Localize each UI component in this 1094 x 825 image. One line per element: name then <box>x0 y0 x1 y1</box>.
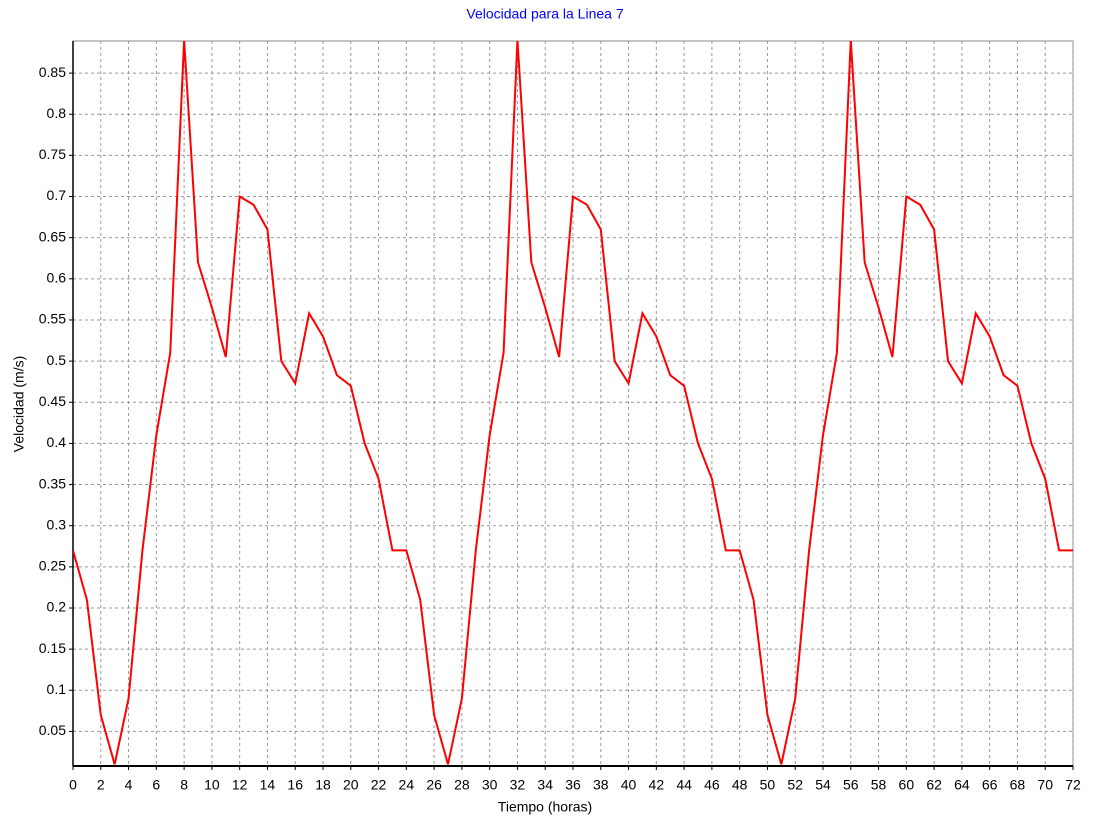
y-tick-label: 0.6 <box>47 270 67 286</box>
y-tick-label: 0.35 <box>39 475 66 491</box>
x-tick-label: 6 <box>152 777 160 793</box>
x-tick-label: 16 <box>287 777 303 793</box>
x-tick-label: 4 <box>125 777 133 793</box>
x-tick-label: 72 <box>1065 777 1081 793</box>
y-tick-label: 0.4 <box>47 434 67 450</box>
x-tick-label: 62 <box>926 777 942 793</box>
x-tick-label: 14 <box>260 777 276 793</box>
x-tick-label: 18 <box>315 777 331 793</box>
y-tick-label: 0.75 <box>39 146 66 162</box>
x-tick-label: 68 <box>1010 777 1026 793</box>
y-tick-label: 0.45 <box>39 393 66 409</box>
x-tick-label: 58 <box>871 777 887 793</box>
x-tick-label: 30 <box>482 777 498 793</box>
x-tick-label: 52 <box>787 777 803 793</box>
y-tick-label: 0.2 <box>47 599 67 615</box>
data-line <box>73 41 1073 765</box>
x-axis-label: Tiempo (horas) <box>498 799 592 815</box>
x-tick-label: 44 <box>676 777 692 793</box>
x-tick-label: 26 <box>426 777 442 793</box>
y-tick-label: 0.25 <box>39 558 66 574</box>
y-tick-label: 0.1 <box>47 681 67 697</box>
x-tick-label: 40 <box>621 777 637 793</box>
x-tick-label: 60 <box>899 777 915 793</box>
y-tick-label: 0.55 <box>39 311 66 327</box>
y-tick-label: 0.7 <box>47 187 67 203</box>
x-tick-label: 8 <box>180 777 188 793</box>
y-tick-label: 0.15 <box>39 640 66 656</box>
x-tick-label: 10 <box>204 777 220 793</box>
x-tick-label: 28 <box>454 777 470 793</box>
x-tick-label: 48 <box>732 777 748 793</box>
y-tick-label: 0.5 <box>47 352 67 368</box>
x-tick-label: 22 <box>371 777 387 793</box>
x-tick-label: 32 <box>510 777 526 793</box>
x-tick-label: 24 <box>399 777 415 793</box>
y-tick-label: 0.8 <box>47 105 67 121</box>
x-tick-label: 12 <box>232 777 248 793</box>
x-tick-label: 0 <box>69 777 77 793</box>
chart-title: Velocidad para la Linea 7 <box>466 6 623 22</box>
x-tick-label: 54 <box>815 777 831 793</box>
x-tick-label: 66 <box>982 777 998 793</box>
x-tick-label: 38 <box>593 777 609 793</box>
y-tick-label: 0.65 <box>39 228 66 244</box>
x-tick-label: 46 <box>704 777 720 793</box>
x-tick-label: 42 <box>649 777 665 793</box>
x-tick-label: 2 <box>97 777 105 793</box>
x-tick-label: 20 <box>343 777 359 793</box>
y-axis-label: Velocidad (m/s) <box>11 356 27 452</box>
x-tick-label: 36 <box>565 777 581 793</box>
x-tick-label: 50 <box>760 777 776 793</box>
x-tick-label: 56 <box>843 777 859 793</box>
x-tick-label: 34 <box>537 777 553 793</box>
y-tick-label: 0.3 <box>47 516 67 532</box>
y-tick-label: 0.85 <box>39 64 66 80</box>
x-tick-label: 64 <box>954 777 970 793</box>
x-tick-label: 70 <box>1037 777 1053 793</box>
y-tick-label: 0.05 <box>39 722 66 738</box>
